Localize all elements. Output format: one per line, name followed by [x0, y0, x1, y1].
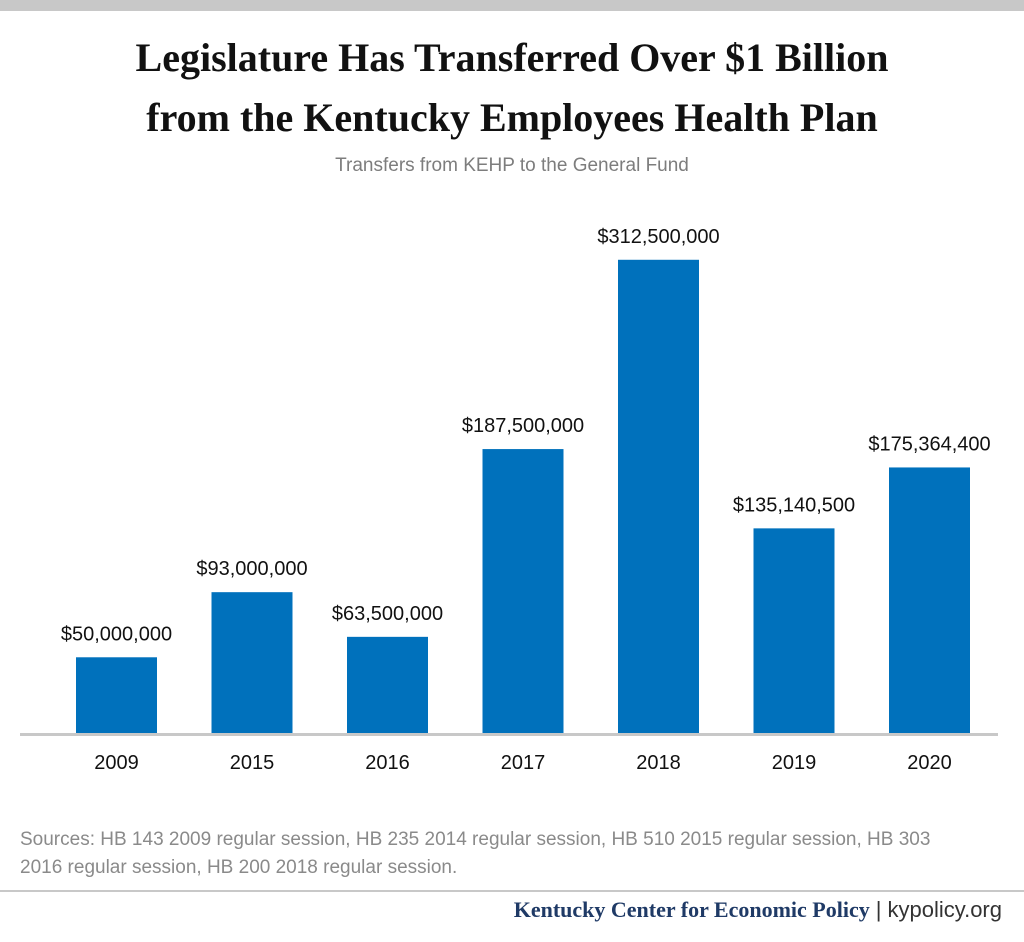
data-label-2015: $93,000,000	[196, 558, 307, 580]
data-label-2018: $312,500,000	[597, 226, 719, 248]
x-tick-label-2017: 2017	[501, 752, 546, 774]
sources-line-1: Sources: HB 143 2009 regular session, HB…	[20, 829, 931, 850]
x-tick-label-2009: 2009	[94, 752, 139, 774]
footer-site-link[interactable]: kypolicy.org	[887, 897, 1002, 922]
chart-title-line-1: Legislature Has Transferred Over $1 Bill…	[135, 35, 889, 80]
bar-chart: $50,000,000 2009 $93,000,000 2015 $63,500,00…	[20, 226, 998, 774]
x-tick-label-2019: 2019	[772, 752, 817, 774]
x-tick-label-2018: 2018	[636, 752, 681, 774]
chart-title: Legislature Has Transferred Over $1 Bill…	[0, 28, 1024, 148]
sources-note: Sources: HB 143 2009 regular session, HB…	[20, 826, 1024, 882]
data-label-2019: $135,140,500	[733, 494, 855, 516]
bar-2019	[753, 528, 835, 733]
data-label-2020: $175,364,400	[868, 433, 990, 455]
chart-title-line-2: from the Kentucky Employees Health Plan	[146, 95, 878, 140]
bar-2020	[889, 467, 970, 733]
data-label-2017: $187,500,000	[462, 415, 584, 437]
footer-separator: |	[875, 897, 882, 922]
x-tick-label-2015: 2015	[230, 752, 275, 774]
bar-2017	[482, 449, 564, 733]
sources-line-2: 2016 regular session, HB 200 2018 regula…	[20, 857, 458, 878]
bar-2016	[347, 636, 428, 733]
footer-credit: Kentucky Center for Economic Policy | kypo…	[514, 897, 1002, 923]
bar-2009	[76, 657, 157, 733]
footer-divider	[0, 890, 1024, 892]
x-tick-label-2020: 2020	[907, 752, 952, 774]
x-tick-label-2016: 2016	[365, 752, 410, 774]
bar-2018	[618, 259, 699, 733]
data-label-2009: $50,000,000	[61, 623, 172, 645]
data-label-2016: $63,500,000	[332, 603, 443, 625]
bar-2015	[211, 592, 293, 733]
footer-org-name: Kentucky Center for Economic Policy	[513, 897, 870, 922]
chart-subtitle: Transfers from KEHP to the General Fund	[335, 155, 689, 176]
top-accent-bar	[0, 0, 1024, 11]
